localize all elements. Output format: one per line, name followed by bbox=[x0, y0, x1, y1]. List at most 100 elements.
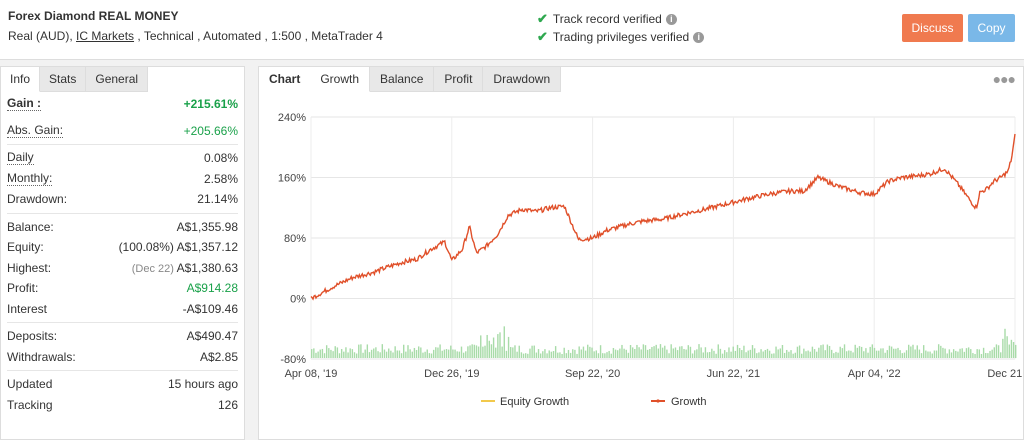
volume-bar bbox=[370, 349, 373, 358]
volume-bar bbox=[852, 352, 854, 358]
stat-highest: Highest: (Dec 22) A$1,380.63 bbox=[7, 260, 238, 275]
tab-profit[interactable]: Profit bbox=[434, 67, 484, 92]
volume-bar bbox=[403, 344, 405, 358]
volume-bar bbox=[987, 353, 989, 358]
volume-bar bbox=[604, 353, 606, 358]
volume-bar bbox=[379, 352, 381, 358]
info-icon[interactable]: i bbox=[665, 13, 677, 25]
volume-bar bbox=[574, 349, 576, 358]
volume-bar bbox=[524, 353, 527, 358]
check-icon: ✔ bbox=[537, 29, 548, 44]
tab-stats[interactable]: Stats bbox=[40, 67, 87, 92]
volume-bar bbox=[454, 349, 456, 358]
volume-bar bbox=[381, 344, 384, 358]
volume-bar bbox=[631, 347, 634, 358]
volume-bar bbox=[518, 345, 520, 358]
volume-bar bbox=[982, 347, 985, 358]
tab-growth[interactable]: Growth bbox=[310, 67, 371, 92]
volume-bar bbox=[955, 350, 957, 358]
volume-bar bbox=[726, 352, 728, 358]
volume-bar bbox=[818, 347, 820, 358]
tab-drawdown[interactable]: Drawdown bbox=[483, 67, 562, 92]
volume-bar bbox=[700, 347, 702, 358]
volume-bar bbox=[349, 348, 351, 358]
more-options-icon[interactable]: ●●● bbox=[992, 71, 1016, 87]
volume-bar bbox=[589, 346, 591, 358]
volume-bar bbox=[965, 348, 968, 358]
chart-tabs-label: Chart bbox=[259, 67, 311, 92]
stat-monthly: Monthly: 2.58% bbox=[7, 170, 238, 186]
copy-button[interactable]: Copy bbox=[968, 14, 1015, 42]
volume-bar bbox=[878, 350, 880, 358]
volume-bar bbox=[721, 353, 724, 358]
volume-bar bbox=[315, 352, 317, 358]
volume-bar bbox=[390, 350, 392, 358]
volume-bar bbox=[908, 344, 910, 358]
tab-general[interactable]: General bbox=[86, 67, 149, 92]
volume-bar bbox=[441, 350, 443, 358]
volume-bar bbox=[805, 351, 807, 358]
stat-drawdown: Drawdown: 21.14% bbox=[7, 192, 238, 207]
tab-balance[interactable]: Balance bbox=[370, 67, 435, 92]
volume-bar bbox=[689, 346, 692, 358]
info-icon[interactable]: i bbox=[693, 31, 705, 43]
volume-bar bbox=[890, 346, 893, 358]
volume-bar bbox=[835, 351, 837, 358]
volume-bar bbox=[922, 345, 925, 358]
volume-bar bbox=[488, 340, 491, 358]
volume-bar bbox=[599, 345, 602, 358]
volume-bar bbox=[796, 346, 799, 358]
broker-link[interactable]: IC Markets bbox=[76, 29, 135, 43]
volume-bar bbox=[734, 350, 737, 358]
equity-value: A$1,357.12 bbox=[176, 240, 238, 255]
track-record-label: Track record verified bbox=[552, 12, 662, 26]
volume-bar bbox=[469, 345, 471, 358]
volume-bar bbox=[788, 351, 790, 358]
check-icon: ✔ bbox=[537, 11, 548, 26]
volume-bar bbox=[875, 350, 878, 358]
y-tick-label: 80% bbox=[284, 233, 306, 245]
volume-bar bbox=[899, 350, 901, 358]
volume-bar bbox=[321, 348, 324, 358]
volume-bar bbox=[873, 347, 876, 358]
stat-updated: Updated 15 hours ago bbox=[7, 377, 238, 392]
volume-bar bbox=[937, 344, 940, 358]
volume-bar bbox=[991, 349, 993, 358]
volume-bar bbox=[655, 344, 657, 358]
volume-bar bbox=[503, 326, 505, 358]
volume-bar bbox=[916, 345, 918, 358]
volume-bar bbox=[343, 351, 345, 358]
divider bbox=[7, 370, 238, 371]
volume-bar bbox=[422, 352, 424, 358]
volume-bar bbox=[482, 346, 484, 358]
volume-bar bbox=[456, 351, 458, 358]
volume-bar bbox=[837, 352, 839, 358]
volume-bar bbox=[980, 353, 983, 358]
stat-profit: Profit: A$914.28 bbox=[7, 281, 238, 296]
volume-bar bbox=[330, 349, 332, 358]
volume-bar bbox=[621, 344, 623, 358]
trading-privileges-label: Trading privileges verified bbox=[552, 30, 690, 44]
volume-bar bbox=[501, 346, 503, 358]
volume-bar bbox=[480, 335, 482, 358]
volume-bar bbox=[967, 347, 970, 358]
volume-bar bbox=[783, 352, 786, 358]
tab-info[interactable]: Info bbox=[1, 67, 41, 92]
x-tick-label: Jun 22, '21 bbox=[707, 368, 760, 380]
volume-bar bbox=[420, 347, 422, 358]
discuss-button[interactable]: Discuss bbox=[902, 14, 963, 42]
volume-bar bbox=[803, 348, 805, 358]
volume-bar bbox=[653, 346, 655, 358]
volume-bar bbox=[815, 351, 818, 358]
volume-bar bbox=[413, 347, 416, 358]
volume-bar bbox=[826, 344, 829, 358]
stats-panel: Info Stats General Gain : +215.61% Abs. … bbox=[0, 66, 245, 440]
volume-bar bbox=[811, 346, 814, 358]
volume-bar bbox=[597, 353, 600, 358]
volume-bar bbox=[813, 349, 816, 358]
volume-bar bbox=[664, 345, 666, 358]
volume-bar bbox=[531, 345, 533, 358]
volume-bar bbox=[657, 348, 660, 358]
volume-bar bbox=[627, 352, 630, 358]
volume-bar bbox=[946, 353, 948, 358]
